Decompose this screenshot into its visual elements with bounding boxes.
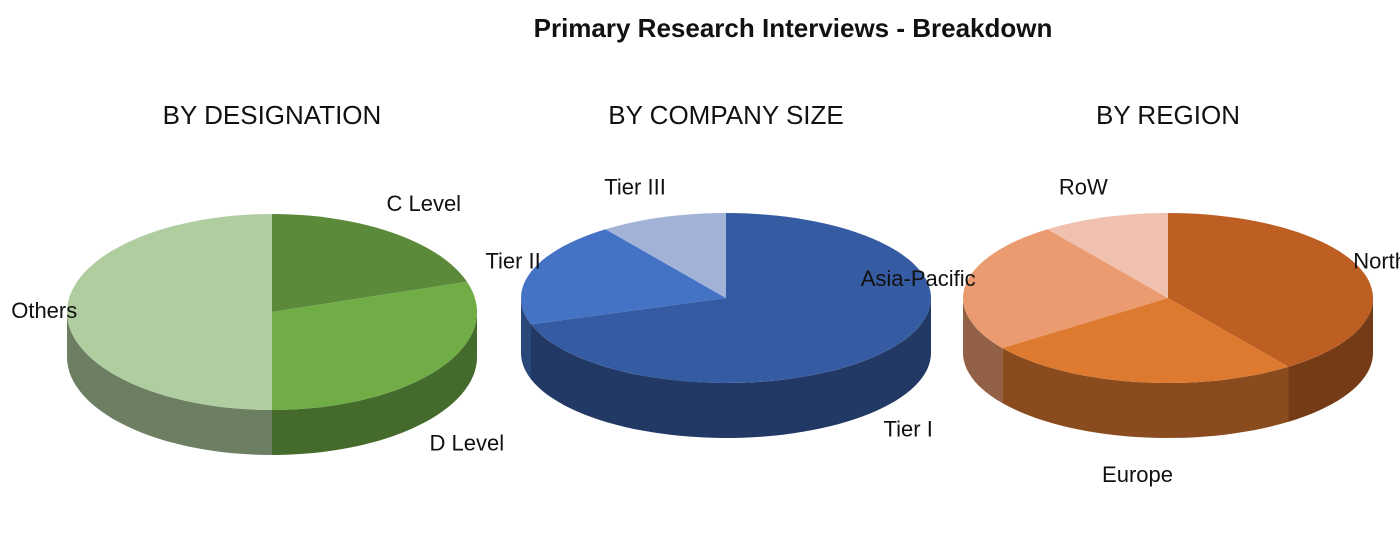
pie-slice bbox=[67, 214, 272, 410]
slice-label: Tier I bbox=[884, 416, 933, 441]
pie-side bbox=[531, 298, 931, 438]
pie-slice bbox=[1047, 213, 1168, 298]
pie-side bbox=[272, 312, 477, 455]
pie-side bbox=[521, 298, 531, 380]
slice-label: C Level bbox=[386, 191, 461, 216]
slice-label: North America bbox=[1353, 248, 1400, 273]
pie-side bbox=[1002, 348, 1289, 438]
pie-slice bbox=[605, 213, 726, 298]
pie-slice bbox=[1168, 213, 1373, 367]
slice-label: RoW bbox=[1059, 175, 1108, 200]
slice-label: D Level bbox=[430, 431, 505, 456]
slice-label: Tier II bbox=[485, 248, 540, 273]
pie-side bbox=[963, 298, 1003, 403]
slice-label: Others bbox=[11, 298, 77, 323]
page-title: Primary Research Interviews - Breakdown bbox=[534, 13, 1053, 43]
pie-side bbox=[67, 312, 272, 455]
pie-slice bbox=[531, 213, 931, 383]
slice-label: Asia-Pacific bbox=[861, 266, 976, 291]
subplot-title: BY DESIGNATION bbox=[163, 100, 382, 130]
pie-slice bbox=[272, 214, 467, 312]
pie-side bbox=[1288, 298, 1373, 422]
pie-slice bbox=[963, 229, 1168, 348]
slice-label: Europe bbox=[1102, 462, 1173, 487]
subplot-title: BY REGION bbox=[1096, 100, 1240, 130]
slice-label: Tier III bbox=[604, 175, 666, 200]
pie-slice bbox=[521, 229, 726, 325]
pie-slice bbox=[1002, 298, 1289, 383]
subplot-title: BY COMPANY SIZE bbox=[608, 100, 844, 130]
pie-slice bbox=[272, 281, 477, 410]
